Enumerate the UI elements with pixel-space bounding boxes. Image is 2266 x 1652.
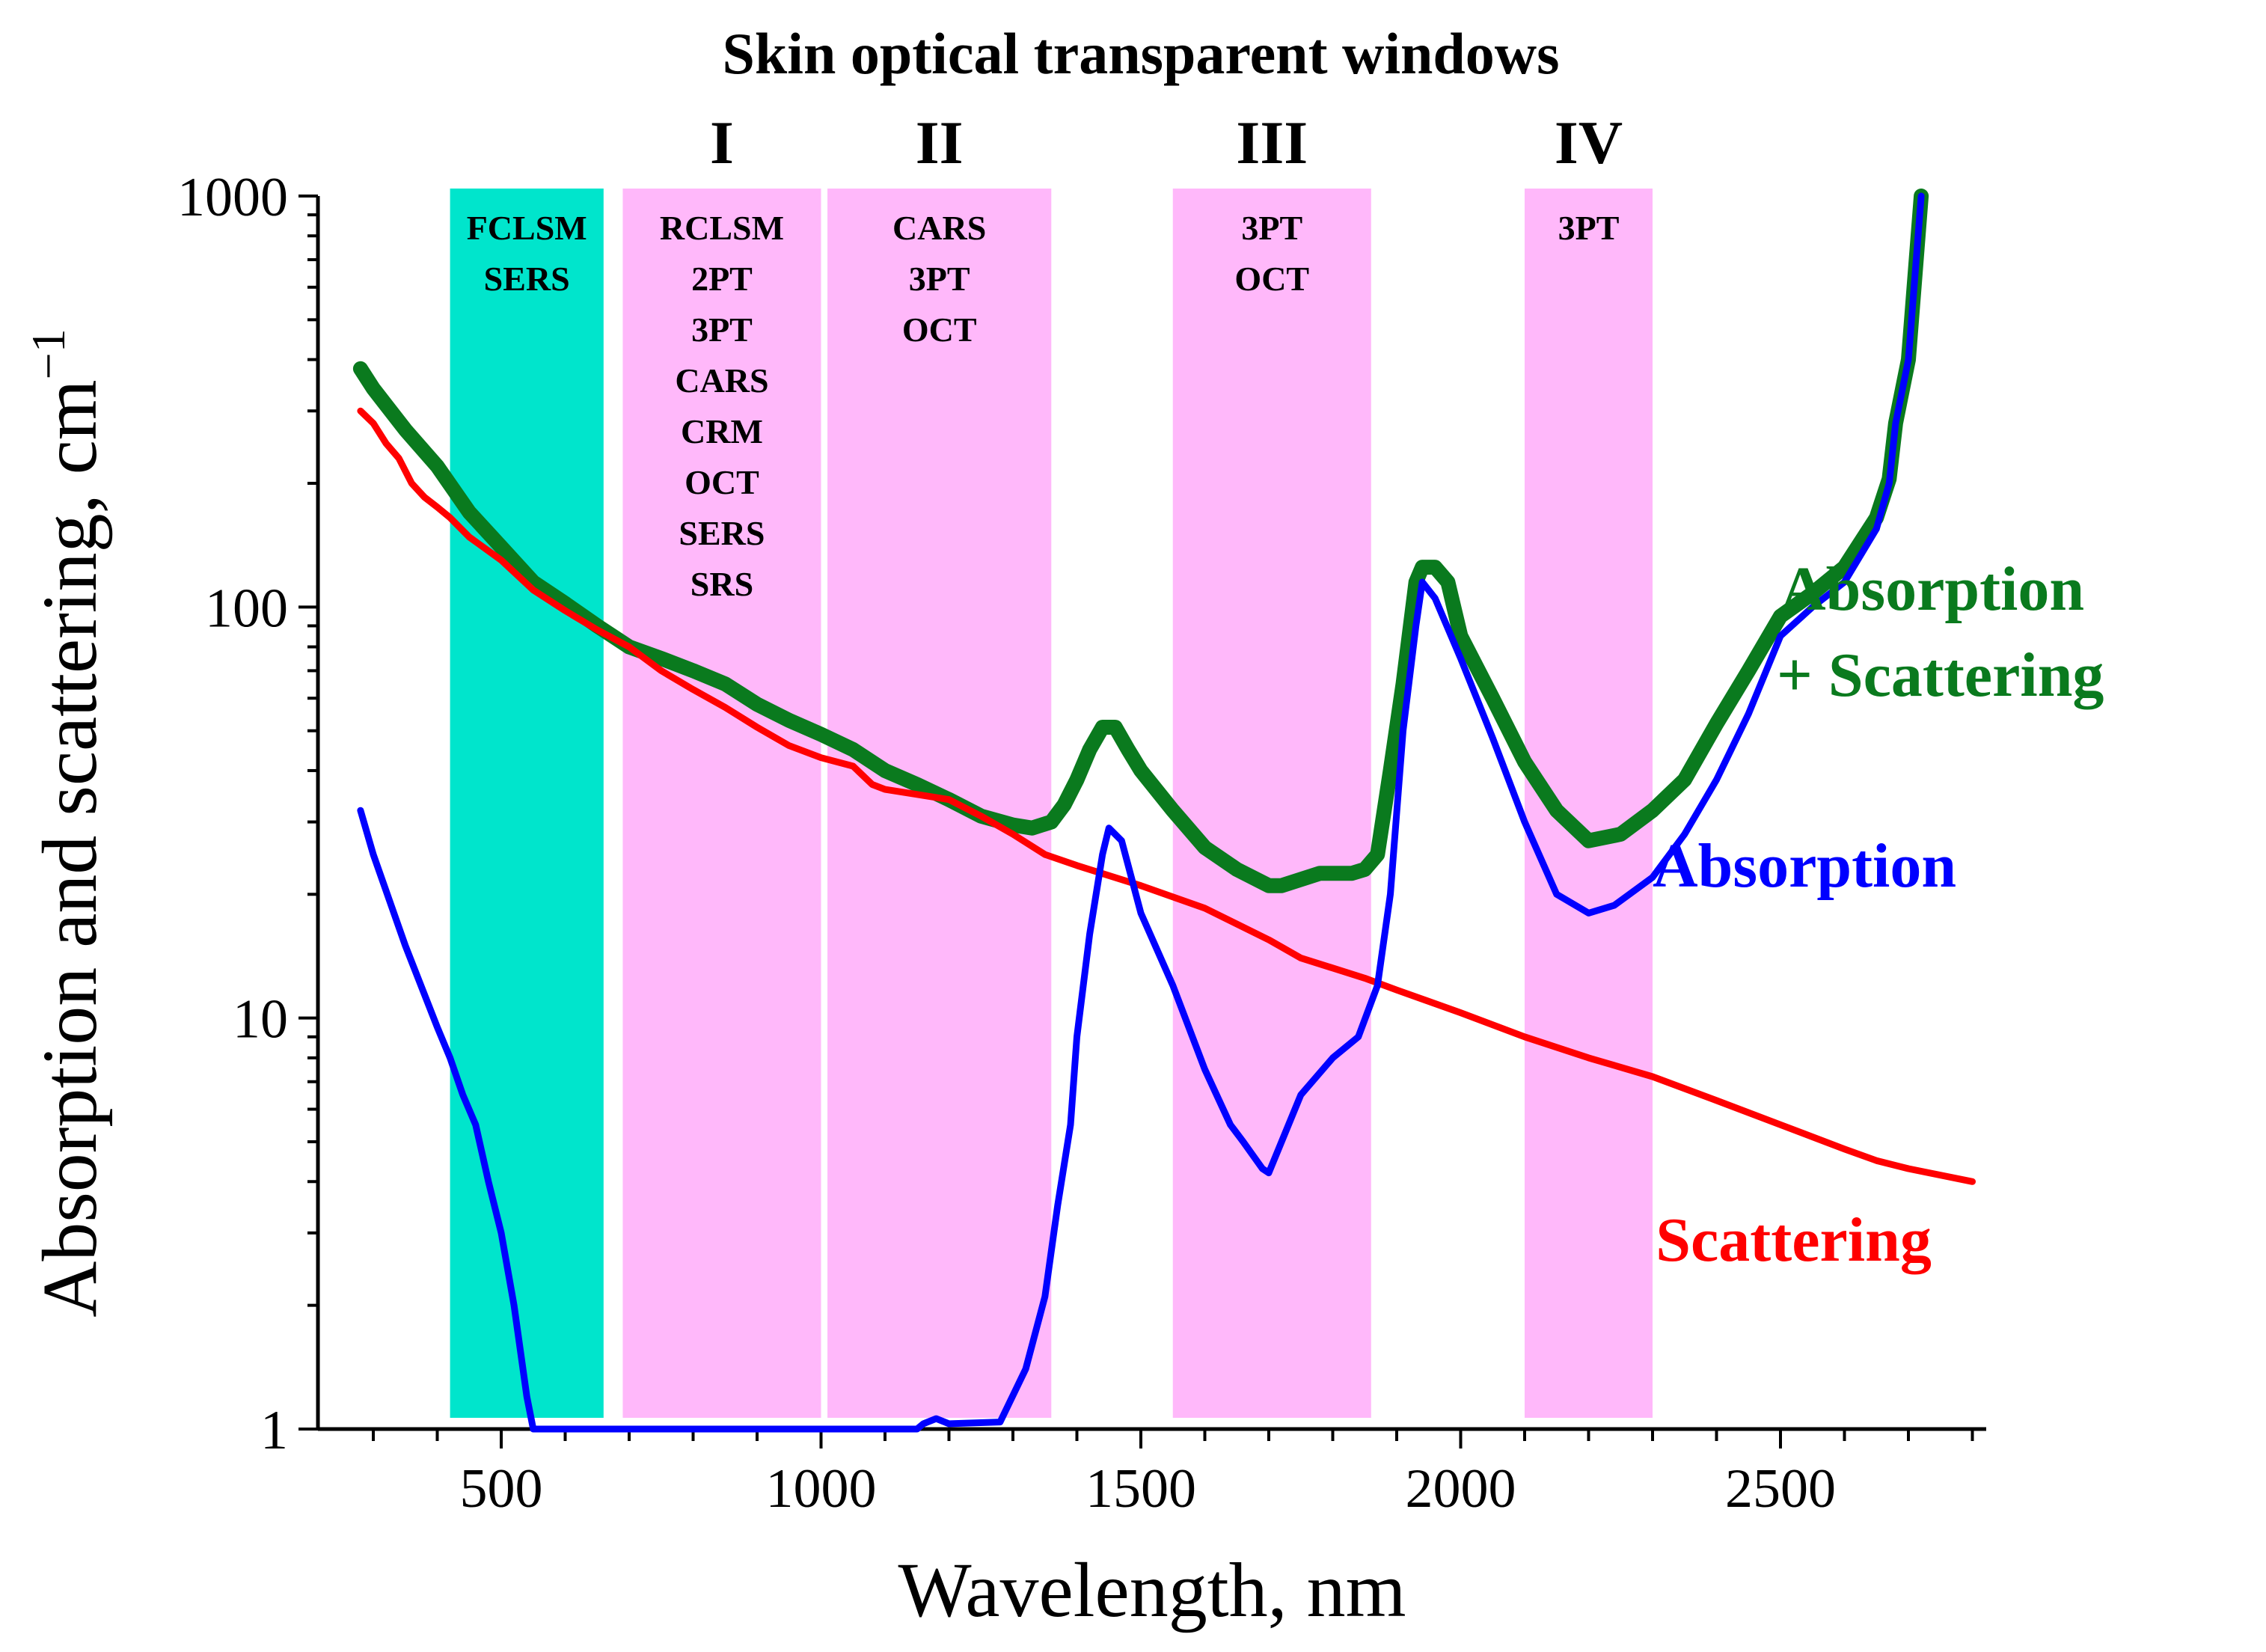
series-label-line: Scattering [1656, 1205, 1932, 1275]
band-I [622, 189, 821, 1418]
band-III [1172, 189, 1371, 1418]
x-tick-label: 2500 [1725, 1458, 1836, 1520]
band-label-IV: IV [1555, 108, 1623, 177]
band-label-III: III [1236, 108, 1308, 177]
technique-label: CARS [675, 361, 768, 400]
band-label-I: I [710, 108, 734, 177]
series-label-line: Absorption [1653, 831, 1956, 901]
y-tick-label: 1 [260, 1400, 288, 1461]
technique-labels: FCLSM SERS RCLSM 2PT 3PT CARS CRM OCT SERS SRS CAR… [467, 209, 1620, 603]
technique-label: CARS [892, 209, 986, 247]
band-label-II: II [916, 108, 964, 177]
series-line-absorption-scattering [352, 189, 1929, 893]
y-axis-title-unit-exponent: −1 [22, 328, 75, 379]
technique-label: 3PT [1241, 209, 1302, 247]
series-label-absorption-scattering: Absorption + Scattering [1777, 554, 2104, 710]
x-tick-label: 1500 [1085, 1458, 1196, 1520]
series-lines [352, 189, 1976, 1433]
technique-label: 2PT [691, 260, 753, 298]
series-line-scattering [357, 407, 1976, 1185]
technique-label: 3PT [909, 260, 970, 298]
band-visible [450, 189, 604, 1418]
series-label-absorption: Absorption [1653, 831, 1956, 901]
series-label-line: + Scattering [1777, 640, 2104, 710]
y-tick-label: 10 [233, 989, 288, 1050]
x-axis-title: Wavelength, nm [898, 1547, 1406, 1633]
technique-label: 3PT [1558, 209, 1620, 247]
technique-label: 3PT [691, 310, 753, 349]
y-axis-title-main: Absorption and scattering, cm [27, 379, 113, 1317]
series-labels: Scattering Absorption Absorption + Scatteri… [1653, 554, 2104, 1275]
technique-label: SERS [484, 260, 570, 298]
technique-label: SRS [690, 565, 753, 603]
x-tick-label: 500 [460, 1458, 543, 1520]
axes: 500 1000 1500 2000 2500 1 10 100 1000 [177, 167, 1986, 1520]
chart-title: Skin optical transparent windows [723, 21, 1560, 86]
technique-label: FCLSM [467, 209, 587, 247]
band-labels: I II III IV [710, 108, 1623, 177]
y-tick-label: 1000 [177, 167, 288, 228]
technique-label: OCT [685, 463, 759, 501]
technique-label: RCLSM [660, 209, 784, 247]
technique-label: OCT [902, 310, 977, 349]
technique-label: OCT [1234, 260, 1309, 298]
y-tick-label: 100 [205, 578, 288, 639]
y-axis-title: Absorption and scattering, cm−1 [22, 328, 113, 1318]
series-line-absorption [357, 192, 1925, 1433]
x-tick-label: 1000 [766, 1458, 877, 1520]
series-label-scattering: Scattering [1656, 1205, 1932, 1275]
x-tick-label: 2000 [1406, 1458, 1516, 1520]
technique-label: SERS [679, 514, 765, 552]
series-label-line: Absorption [1780, 554, 2084, 624]
technique-label: CRM [681, 412, 763, 450]
